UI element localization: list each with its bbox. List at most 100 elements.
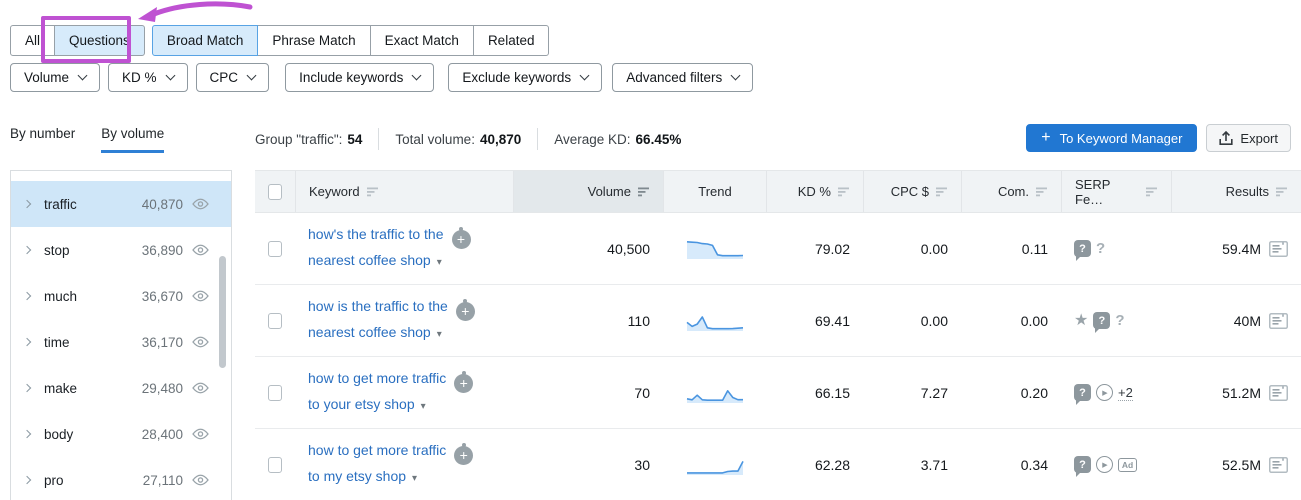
sidebar-item-make[interactable]: make 29,480 (11, 365, 231, 411)
sidebar-scrollbar[interactable] (219, 256, 226, 368)
table-row: how to get more traffic + to my etsy shop ▾… (255, 429, 1301, 500)
eye-icon[interactable] (192, 428, 209, 440)
filter-label: Volume (24, 70, 70, 85)
chevron-right-icon[interactable] (22, 291, 32, 301)
video-icon: ▶ (1096, 456, 1113, 473)
keyword-link[interactable]: nearest coffee shop (308, 323, 431, 340)
tab-by-number[interactable]: By number (10, 126, 76, 141)
kd-cell: 69.41 (814, 312, 850, 329)
keyword-link[interactable]: to your etsy shop (308, 395, 415, 412)
chevron-right-icon[interactable] (22, 383, 32, 393)
filter-label: Include keywords (299, 70, 404, 85)
row-checkbox[interactable] (268, 312, 282, 329)
trend-cell (663, 382, 766, 404)
trend-sparkline (686, 240, 743, 259)
serp-results-icon[interactable] (1269, 456, 1288, 473)
row-checkbox[interactable] (268, 240, 282, 257)
more-features-link[interactable]: +2 (1118, 384, 1133, 401)
sidebar-item-stop[interactable]: stop 36,890 (11, 227, 231, 273)
tab-related[interactable]: Related (472, 25, 550, 56)
chevron-right-icon[interactable] (22, 199, 32, 209)
keyword-dropdown-icon[interactable]: ▾ (436, 256, 442, 268)
tab-questions[interactable]: Questions (54, 25, 145, 56)
filter-include-keywords[interactable]: Include keywords (285, 63, 435, 92)
serp-results-icon[interactable] (1269, 312, 1288, 329)
col-header-keyword[interactable]: Keyword (295, 171, 513, 212)
keyword-link[interactable]: how is the traffic to the (308, 298, 448, 315)
eye-icon[interactable] (192, 336, 209, 348)
tab-broad-match[interactable]: Broad Match (151, 25, 259, 56)
table-row: how's the traffic to the + nearest coffee … (255, 213, 1301, 285)
col-header-results[interactable]: Results (1171, 171, 1301, 212)
chevron-down-icon (77, 70, 88, 81)
tab-exact-match[interactable]: Exact Match (369, 25, 474, 56)
keyword-link[interactable]: how to get more traffic (308, 442, 447, 459)
serp-results-icon[interactable] (1269, 384, 1288, 401)
chevron-right-icon[interactable] (22, 475, 32, 485)
sidebar-item-traffic[interactable]: traffic 40,870 (11, 181, 231, 227)
eye-icon[interactable] (192, 290, 209, 302)
tab-all[interactable]: All (10, 25, 56, 56)
sidebar-item-much[interactable]: much 36,670 (11, 273, 231, 319)
add-keyword-icon[interactable]: + (451, 229, 471, 249)
col-header-label: KD % (797, 184, 831, 199)
serp-results-icon[interactable] (1269, 240, 1288, 257)
keyword-link[interactable]: how to get more traffic (308, 370, 447, 387)
filter-advanced-filters[interactable]: Advanced filters (612, 63, 754, 92)
chevron-right-icon[interactable] (22, 245, 32, 255)
col-header-label: Volume (587, 184, 631, 199)
filter-cpc[interactable]: CPC (195, 63, 270, 92)
select-all-checkbox[interactable] (268, 183, 282, 200)
chevron-right-icon[interactable] (22, 429, 32, 439)
filter-exclude-keywords[interactable]: Exclude keywords (448, 63, 603, 92)
export-button[interactable]: Export (1206, 124, 1291, 152)
eye-icon[interactable] (192, 474, 209, 486)
eye-icon[interactable] (192, 382, 209, 394)
add-keyword-icon[interactable]: + (454, 445, 474, 465)
group-volume: 29,480 (141, 380, 183, 396)
row-checkbox[interactable] (268, 384, 282, 401)
add-keyword-icon[interactable]: + (455, 301, 475, 321)
tab-by-volume[interactable]: By volume (101, 126, 165, 153)
keyword-dropdown-icon[interactable]: ▾ (412, 472, 418, 484)
eye-icon[interactable] (192, 244, 209, 256)
col-header-label: SERP Fe… (1075, 176, 1111, 207)
chevron-down-icon (246, 70, 257, 81)
keyword-dropdown-icon[interactable]: ▾ (436, 328, 442, 340)
chevron-down-icon (411, 70, 422, 81)
keyword-link[interactable]: how's the traffic to the (308, 226, 444, 243)
serp-features-cell: ? ▶ +2 (1061, 384, 1171, 405)
col-header-cpc[interactable]: CPC $ (863, 171, 961, 212)
total-volume-value: 40,870 (479, 131, 522, 147)
sidebar-item-body[interactable]: body 28,400 (11, 411, 231, 457)
add-keyword-icon[interactable]: + (454, 373, 474, 393)
chevron-right-icon[interactable] (22, 337, 32, 347)
table-row: how is the traffic to the + nearest coffee… (255, 285, 1301, 357)
tab-phrase-match[interactable]: Phrase Match (257, 25, 371, 56)
filter-volume[interactable]: Volume (10, 63, 101, 92)
filter-kd[interactable]: KD % (108, 63, 188, 92)
col-header-kd[interactable]: KD % (766, 171, 863, 212)
group-label: Group "traffic": (255, 131, 343, 147)
sidebar-item-time[interactable]: time 36,170 (11, 319, 231, 365)
col-header-label: Com. (997, 184, 1029, 199)
sidebar-item-pro[interactable]: pro 27,110 (11, 457, 231, 500)
group-count: 54 (347, 131, 363, 147)
keyword-link[interactable]: to my etsy shop (308, 467, 407, 484)
trend-sparkline (686, 460, 744, 475)
to-keyword-manager-button[interactable]: To Keyword Manager (1026, 124, 1198, 152)
keyword-link[interactable]: nearest coffee shop (308, 251, 431, 268)
sort-icon (366, 187, 379, 197)
row-checkbox[interactable] (268, 456, 282, 473)
col-header-serp-fe[interactable]: SERP Fe… (1061, 171, 1171, 212)
ad-icon: Ad (1118, 457, 1137, 472)
eye-icon[interactable] (192, 198, 209, 210)
col-header-com[interactable]: Com. (961, 171, 1061, 212)
keyword-dropdown-icon[interactable]: ▾ (420, 400, 426, 412)
group-keyword-label: stop (44, 242, 70, 258)
col-header-volume[interactable]: Volume (513, 171, 663, 212)
table-header: Keyword Volume Trend KD % CPC $ Com. SERP Fe… R… (255, 170, 1301, 213)
serp-features-cell: ? ▶ Ad (1061, 456, 1171, 477)
keyword-groups-sidebar: traffic 40,870 stop 36,890 much 36,670 time 36,… (10, 170, 232, 500)
results-value: 59.4M (1222, 240, 1261, 257)
